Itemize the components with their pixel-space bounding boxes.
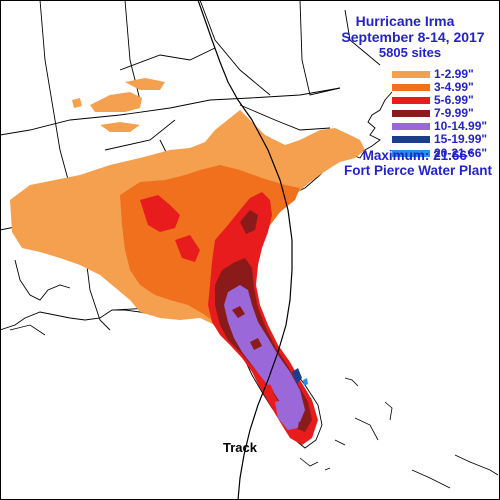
map-title-line1: Hurricane Irma [355, 13, 455, 29]
legend-label: 7-9.99" [434, 106, 474, 121]
rain-region-7-9.99-ga [240, 210, 258, 234]
track-label: Track [223, 440, 257, 455]
legend-swatch [392, 136, 430, 144]
map-title-line2: September 8-14, 2017 [341, 29, 485, 45]
legend-swatch [392, 149, 430, 157]
legend-swatch [392, 84, 430, 92]
rain-region-7-9.99-bits [232, 306, 262, 350]
maximum-value: Maximum: 21.66" [362, 148, 474, 163]
maximum-location: Fort Pierce Water Plant [343, 163, 493, 178]
legend-label: 10-14.99" [434, 119, 488, 134]
map-title-line3: 5805 sites [378, 45, 442, 60]
legend-label: 3-4.99" [434, 80, 474, 95]
legend-item-5: 10-14.99" [392, 120, 492, 133]
legend-swatch [392, 123, 430, 131]
legend-label: 1-2.99" [434, 67, 474, 81]
legend-item-2: 3-4.99" [392, 81, 492, 94]
legend-item-1: 1-2.99" [392, 68, 492, 81]
hurricane-track-line [197, 0, 293, 500]
rain-region-10-14.99 [224, 285, 305, 422]
legend-item-4: 7-9.99" [392, 107, 492, 120]
rain-region-3-4.99-ga [135, 262, 152, 280]
rain-region-20-21.66 [303, 378, 308, 386]
rain-region-1-2.99-north3 [100, 122, 140, 132]
legend-label: 20-21.66" [434, 145, 488, 160]
legend-swatch [392, 71, 430, 78]
rain-region-5-6.99-sc [140, 195, 180, 232]
maximum-annotation: Maximum: 21.66" Fort Pierce Water Plant [338, 148, 498, 178]
legend: 1-2.99" 3-4.99" 5-6.99" 7-9.99" 10-14.99… [392, 68, 492, 160]
rain-region-10-14.99-keys [275, 398, 300, 430]
islands [334, 377, 499, 489]
rain-region-1-2.99-north2 [125, 78, 165, 90]
legend-swatch [392, 97, 430, 105]
rain-region-1-2.99-dot [72, 98, 82, 108]
legend-item-7: 20-21.66" [392, 145, 492, 160]
rain-region-15-19.99 [292, 368, 302, 384]
legend-item-3: 5-6.99" [392, 94, 492, 107]
legend-swatch [392, 110, 430, 118]
legend-label: 15-19.99" [434, 132, 488, 147]
rain-region-5-6.99-ga [175, 235, 200, 262]
rain-region-1-2.99-north [90, 92, 142, 112]
legend-label: 5-6.99" [434, 93, 474, 108]
legend-item-6: 15-19.99" [392, 133, 492, 146]
